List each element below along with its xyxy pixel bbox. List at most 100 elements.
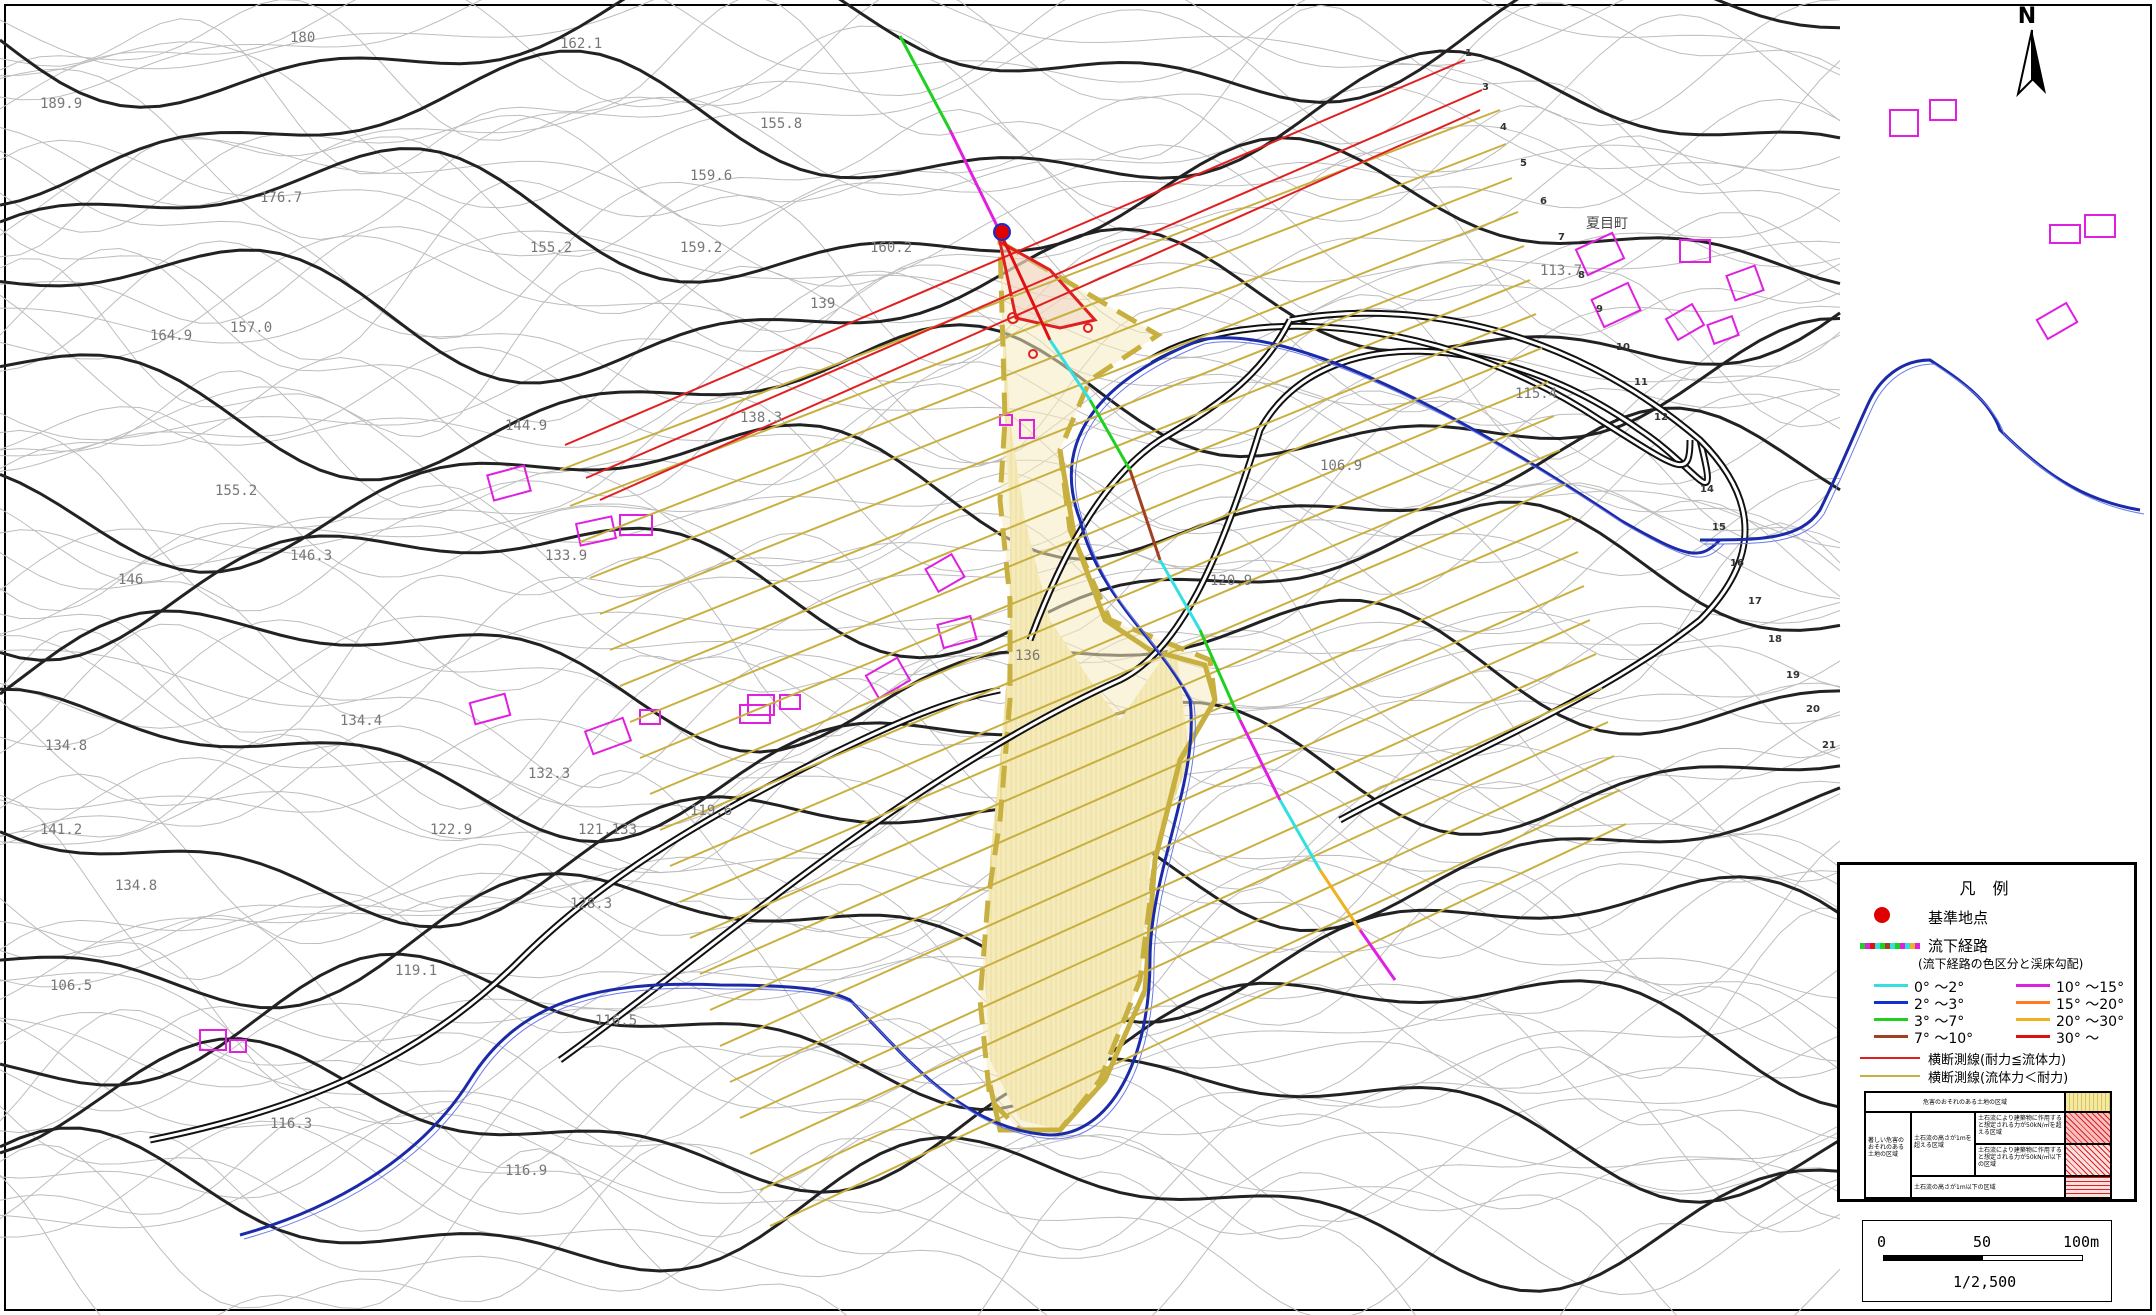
force-under-label: 土石流により建築物に作用すると想定される力が50kN/㎡以下の区域	[1975, 1144, 2065, 1176]
contour-line	[0, 619, 1841, 765]
elevation-label: 141.2	[40, 822, 82, 838]
gradient-label: 30° ～	[2056, 1031, 2100, 1047]
force-over-swatch	[2065, 1112, 2111, 1144]
flow-path-segment	[1128, 469, 1162, 561]
cross-section-line-yellow	[699, 585, 1585, 975]
contour-line	[0, 105, 1841, 258]
gradient-swatch	[1874, 1018, 1908, 1021]
index-contour	[0, 687, 1841, 844]
gradient-label: 3° ～7°	[1914, 1014, 1965, 1030]
cross-section-number: 15	[1712, 522, 1726, 533]
contour-line	[0, 483, 1841, 635]
stream	[239, 336, 1722, 1237]
cross-section-numbers: 1 3 4 5 6 7 8 9 10 11 12 14 15 16 17 18 19 20 21	[1465, 48, 1836, 751]
gradient-swatch	[2016, 984, 2050, 987]
cross-section-line-red	[585, 89, 1483, 479]
legend-cross-red: 横断測線(耐力≦流体力)	[1928, 1053, 2067, 1068]
building	[1019, 419, 1035, 439]
flow-path	[898, 35, 1397, 981]
contour-line	[0, 346, 1841, 485]
cross-section-line-yellow	[629, 347, 1543, 723]
elevation-label: 106.5	[50, 978, 92, 994]
place-name-label: 夏目町	[1586, 216, 1628, 232]
cross-section-line-yellow	[659, 449, 1561, 831]
contour-line	[0, 96, 1841, 233]
cross-section-number: 9	[1596, 304, 1603, 315]
red-line-swatch	[1860, 1057, 1920, 1059]
cross-section-line-yellow	[689, 551, 1579, 939]
contour-line	[0, 0, 1841, 101]
elevation-label: 119.6	[690, 803, 732, 819]
cross-section-line-yellow	[769, 823, 1627, 1227]
contour-line	[0, 396, 1841, 612]
cross-section-line-yellow	[649, 415, 1555, 795]
elevation-label: 146	[118, 572, 143, 588]
contour-line	[0, 1106, 1841, 1240]
elevation-label: 115.4	[1515, 386, 1557, 402]
building	[2049, 224, 2081, 244]
index-contour	[0, 136, 1841, 286]
flow-path-segment	[1318, 869, 1362, 931]
red-section-boundary	[997, 239, 1098, 330]
contour-line	[0, 622, 1841, 789]
height-exceed-label: 土石流の高さが1mを超える区域	[1911, 1112, 1975, 1176]
cross-section-number: 3	[1482, 82, 1489, 93]
scale-ratio: 1/2,500	[1953, 1273, 2017, 1291]
contour-line	[0, 870, 1841, 1034]
cross-section-number: 8	[1578, 270, 1585, 281]
height-under-label: 土石流の高さが1m以下の区域	[1911, 1176, 2065, 1198]
scale-tick-50: 50	[1973, 1233, 1992, 1251]
cross-section-line-yellow	[739, 721, 1609, 1119]
legend-cross-yellow: 横断測線(流体力＜耐力)	[1928, 1071, 2069, 1086]
contour-line	[0, 602, 1841, 710]
contour-line	[0, 496, 1841, 662]
stream	[1699, 358, 2141, 542]
elevation-label: 138.3	[740, 410, 782, 426]
contour-line	[0, 725, 1841, 864]
building	[1574, 231, 1626, 277]
gradient-swatch	[1874, 1001, 1908, 1004]
contour-line	[0, 1141, 1841, 1315]
elevation-label: 155.2	[215, 483, 257, 499]
contour-line	[0, 969, 1841, 1088]
building	[1590, 281, 1642, 329]
elevation-label: 157.0	[230, 320, 272, 336]
base-point-icon	[1874, 907, 1890, 923]
scale-bar: 0 50 100m 1/2,500	[1862, 1220, 2112, 1302]
elevation-label: 121.133	[578, 822, 637, 838]
contour-line	[0, 1101, 1841, 1214]
cross-section-lines-red	[564, 59, 1483, 501]
severe-area-label: 著しい危害のおそれのある土地の区域	[1865, 1112, 1911, 1198]
cross-section-number: 14	[1700, 484, 1714, 495]
contour-line	[0, 230, 1841, 359]
elevation-label: 113.7	[1540, 263, 1582, 279]
cross-section-line-yellow	[679, 517, 1573, 903]
cross-section-line-yellow	[579, 177, 1513, 543]
map-legend: 凡 例 基準地点 流下経路 (流下経路の色区分と渓床勾配) 0° ～2° 10° …	[1837, 862, 2137, 1202]
flow-path-segment	[1278, 799, 1322, 871]
contour-line	[0, 1130, 1841, 1315]
elevation-label: 119.1	[395, 963, 437, 979]
building	[199, 1029, 227, 1051]
building	[779, 694, 801, 710]
hazard-boundary	[977, 237, 1218, 1133]
cross-section-line-yellow	[729, 687, 1603, 1083]
contour-line	[0, 14, 1841, 241]
cross-section-line-yellow	[639, 381, 1549, 759]
map-frame	[4, 4, 2152, 1311]
contour-line	[0, 85, 1841, 207]
building	[486, 464, 532, 502]
hazard-area-label: 危害のおそれのある土地の区域	[1865, 1092, 2065, 1112]
index-contour	[0, 952, 1841, 1112]
scale-bar-graphic	[1883, 1255, 2083, 1261]
building	[2084, 214, 2116, 238]
building	[747, 694, 775, 716]
contour-line	[0, 383, 1841, 578]
contour-line	[0, 0, 1841, 145]
contour-line	[0, 509, 1841, 719]
base-point-marker[interactable]	[993, 223, 1093, 359]
flow-path-segment	[1158, 559, 1202, 631]
index-contour	[0, 1037, 1841, 1204]
elevation-label: 180	[290, 30, 315, 46]
